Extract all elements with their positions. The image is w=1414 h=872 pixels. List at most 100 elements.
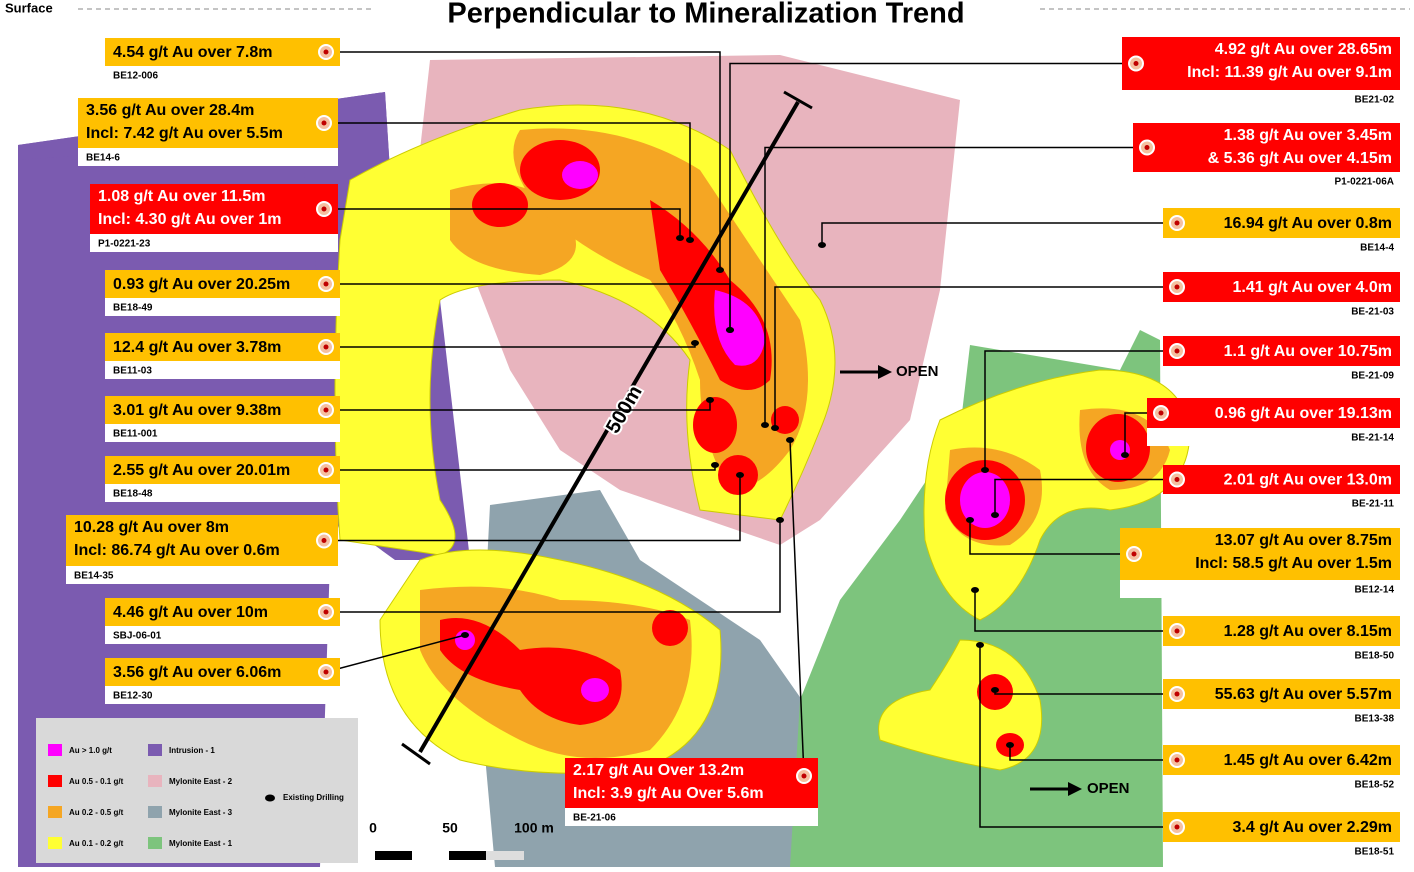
scale-bar: 0 50 100 m — [369, 820, 554, 860]
hole-label-bg — [1120, 580, 1400, 598]
drill-marker — [461, 632, 469, 638]
callout-box — [105, 333, 340, 361]
callout-text: & 5.36 g/t Au over 4.15m — [1208, 150, 1392, 167]
leader-line — [969, 520, 1134, 555]
leader-line — [984, 350, 1177, 470]
hole-label: BE-21-03 — [1351, 307, 1394, 318]
callout-box — [90, 184, 338, 234]
callout-text: 3.4 g/t Au over 2.29m — [1233, 819, 1392, 836]
callout-dot-core — [1174, 284, 1180, 290]
leader-line — [774, 286, 1177, 428]
callout-box — [1133, 123, 1400, 172]
drill-marker — [976, 642, 984, 648]
open-label: OPEN — [1087, 780, 1130, 797]
callout-text: 55.63 g/t Au over 5.57m — [1215, 686, 1392, 703]
hole-label-bg — [1133, 172, 1400, 190]
hole-label-bg — [105, 361, 340, 379]
callout-text: 10.28 g/t Au over 8m — [74, 519, 229, 536]
hole-label-bg — [565, 808, 818, 826]
callout-text: 2.55 g/t Au over 20.01m — [113, 462, 290, 479]
callout-dot-core — [323, 344, 329, 350]
callout-text: 1.1 g/t Au over 10.75m — [1224, 343, 1392, 360]
callout-box — [565, 758, 818, 808]
callout-text: 1.08 g/t Au over 11.5m — [98, 188, 265, 205]
callout-dot-core — [323, 407, 329, 413]
drill-marker — [991, 687, 999, 693]
callout-box — [105, 270, 340, 298]
callout-box — [105, 658, 340, 686]
leader-line — [764, 146, 1147, 425]
legend-label: Au 0.5 - 0.1 g/t — [69, 777, 124, 786]
drill-marker — [818, 242, 826, 248]
callout-text: 0.93 g/t Au over 20.25m — [113, 276, 290, 293]
leader-line — [1009, 745, 1177, 761]
hole-label-bg — [105, 66, 340, 84]
hole-label: BE18-48 — [113, 489, 153, 500]
legend-label: Mylonite East - 1 — [169, 839, 233, 848]
drill-marker — [966, 517, 974, 523]
drill-marker — [1121, 452, 1129, 458]
open-arrow-head — [878, 365, 892, 379]
callout-box — [105, 456, 340, 484]
legend-label: Existing Drilling — [283, 793, 344, 802]
drill-marker — [711, 462, 719, 468]
hole-label-bg — [1163, 302, 1400, 320]
callout-text: 3.56 g/t Au over 6.06m — [113, 664, 281, 681]
leader-line — [325, 634, 466, 673]
hole-label: BE13-38 — [1355, 714, 1395, 725]
hole-label: BE12-30 — [113, 691, 153, 702]
callout-box — [1122, 37, 1400, 90]
hole-label: BE-21-09 — [1351, 371, 1394, 382]
drill-marker — [786, 437, 794, 443]
legend-label: Au > 1.0 g/t — [69, 746, 112, 755]
callout-dot-core — [1158, 410, 1164, 416]
hole-label-bg — [1147, 428, 1400, 446]
hole-label-bg — [105, 298, 340, 316]
callout-text: Incl: 7.42 g/t Au over 5.5m — [86, 125, 283, 142]
callout-dot-core — [1174, 824, 1180, 830]
callout-box — [1163, 745, 1400, 775]
hole-label: BE11-03 — [113, 366, 152, 377]
hole-label-bg — [1163, 494, 1400, 512]
section-line — [418, 100, 800, 754]
callout-text: 1.41 g/t Au over 4.0m — [1233, 279, 1392, 296]
hole-label: BE18-52 — [1355, 780, 1395, 791]
surface-label: Surface — [5, 0, 53, 15]
hole-label: BE11-001 — [113, 429, 158, 440]
hole-label-bg — [1163, 366, 1400, 384]
legend-swatch — [265, 794, 275, 802]
drill-marker — [981, 467, 989, 473]
callout-box — [1163, 272, 1400, 302]
hole-label: BE14-6 — [86, 153, 120, 164]
drill-marker — [771, 425, 779, 431]
grade-shells — [334, 104, 1191, 774]
drill-marker — [736, 472, 744, 478]
callout-text: 0.96 g/t Au over 19.13m — [1215, 405, 1392, 422]
hole-label: BE-21-06 — [573, 813, 616, 824]
legend-swatch — [48, 806, 62, 818]
callout-text: 16.94 g/t Au over 0.8m — [1224, 215, 1392, 232]
drill-marker — [686, 237, 694, 243]
drill-marker — [691, 340, 699, 346]
hole-label-bg — [1163, 775, 1400, 793]
scale-label: 100 m — [514, 820, 554, 836]
callout-text: Incl: 4.30 g/t Au over 1m — [98, 211, 281, 228]
leader-line — [979, 645, 1177, 828]
legend-label: Intrusion - 1 — [169, 746, 215, 755]
hole-label: BE14-35 — [74, 571, 114, 582]
hole-label-bg — [1163, 646, 1400, 664]
callout-dot-core — [323, 669, 329, 675]
hole-label: P1-0221-23 — [98, 239, 151, 250]
drill-marker — [716, 267, 724, 273]
callout-text: 3.56 g/t Au over 28.4m — [86, 102, 254, 119]
legend-swatch — [148, 837, 162, 849]
callout-box — [1163, 679, 1400, 709]
callout-box — [1163, 336, 1400, 366]
hole-label: BE18-49 — [113, 303, 153, 314]
leader-line — [994, 478, 1177, 515]
legend-swatch — [148, 744, 162, 756]
leader-line — [324, 208, 681, 238]
drill-marker — [676, 235, 684, 241]
hole-label-bg — [105, 686, 340, 704]
legend-swatch — [48, 837, 62, 849]
